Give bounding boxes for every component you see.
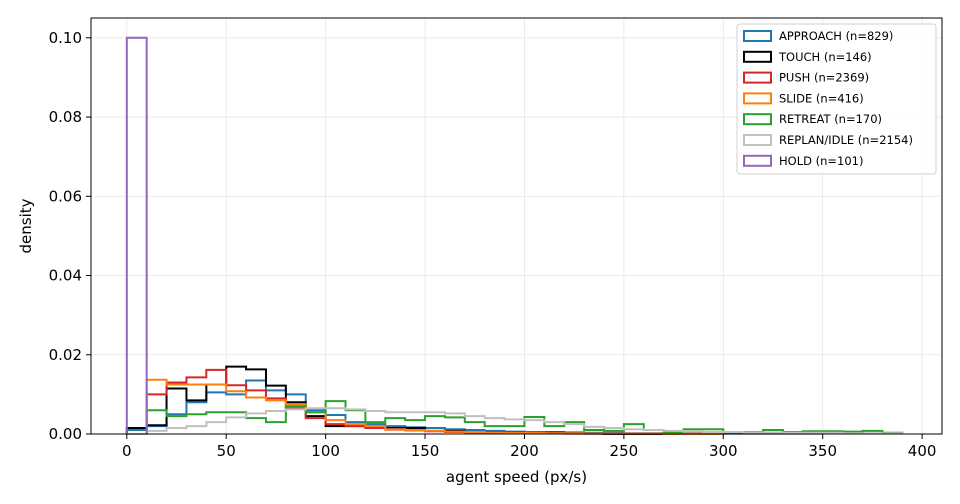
legend-label: APPROACH (n=829) — [779, 29, 893, 43]
histogram-series-4 — [126, 400, 904, 435]
series-layer — [125, 36, 904, 435]
legend-swatch — [743, 30, 772, 42]
y-tick-label: 0.04 — [49, 267, 82, 285]
histogram-series-6 — [125, 36, 148, 434]
legend-swatch — [743, 134, 772, 146]
histogram-series-5 — [126, 407, 904, 435]
legend-label: TOUCH (n=146) — [778, 50, 872, 64]
y-tick-label: 0.00 — [49, 425, 82, 443]
axis-ticks: 0 50 100 150 200 250 300 350 400 0.00 0.02 0.04 0.06… — [49, 29, 937, 460]
legend-label: SLIDE (n=416) — [779, 91, 864, 105]
legend: APPROACH (n=829) TOUCH (n=146) PUSH (n=236… — [736, 23, 937, 175]
legend-label: HOLD (n=101) — [779, 154, 863, 168]
legend-swatch — [743, 92, 772, 105]
legend-label: REPLAN/IDLE (n=2154) — [779, 133, 913, 147]
x-tick-label: 350 — [808, 442, 837, 460]
legend-swatch — [743, 154, 772, 167]
x-tick-label: 150 — [411, 442, 440, 460]
legend-swatch — [743, 50, 772, 63]
x-tick-label: 100 — [311, 442, 340, 460]
y-tick-label: 0.06 — [49, 187, 82, 205]
legend-swatch — [743, 71, 772, 84]
x-tick-label: 0 — [122, 442, 132, 460]
y-axis-title: density — [17, 198, 35, 253]
legend-swatch — [743, 113, 772, 126]
plot-frame — [90, 17, 943, 435]
histogram-series-3 — [126, 378, 724, 435]
y-tick-label: 0.08 — [49, 108, 82, 126]
x-tick-label: 300 — [709, 442, 738, 460]
y-tick-label: 0.10 — [49, 29, 82, 47]
x-tick-label: 50 — [217, 442, 236, 460]
histogram-series-0 — [125, 379, 824, 435]
x-axis-title: agent speed (px/s) — [446, 468, 587, 486]
x-tick-label: 250 — [610, 442, 639, 460]
x-tick-label: 400 — [908, 442, 937, 460]
x-tick-label: 200 — [510, 442, 539, 460]
legend-label: PUSH (n=2369) — [779, 71, 869, 85]
legend-label: RETREAT (n=170) — [779, 112, 882, 126]
y-tick-label: 0.02 — [49, 346, 82, 364]
legend-box — [736, 23, 937, 175]
